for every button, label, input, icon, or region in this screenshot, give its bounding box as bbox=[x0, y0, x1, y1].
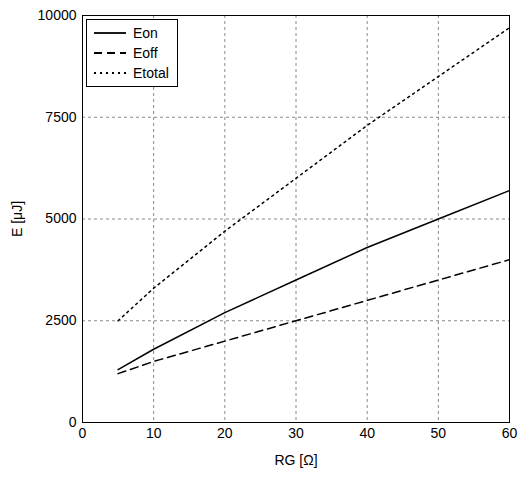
svg-text:40: 40 bbox=[359, 425, 375, 441]
svg-text:10: 10 bbox=[146, 425, 162, 441]
svg-text:0: 0 bbox=[79, 425, 87, 441]
svg-text:2500: 2500 bbox=[45, 312, 76, 328]
svg-text:10000: 10000 bbox=[38, 7, 77, 23]
svg-text:5000: 5000 bbox=[45, 210, 76, 226]
svg-text:60: 60 bbox=[502, 425, 518, 441]
svg-text:0: 0 bbox=[69, 414, 77, 430]
html-text:Etotal: Etotal bbox=[133, 65, 169, 81]
svg-text:RG [Ω]: RG [Ω] bbox=[274, 452, 317, 468]
svg-text:50: 50 bbox=[431, 425, 447, 441]
html-text:Eon: Eon bbox=[133, 25, 158, 41]
svg-text:E [μJ]: E [μJ] bbox=[9, 201, 25, 237]
svg-text:7500: 7500 bbox=[45, 109, 76, 125]
html-text:Eoff: Eoff bbox=[133, 45, 158, 61]
svg-text:30: 30 bbox=[288, 425, 304, 441]
svg-text:20: 20 bbox=[217, 425, 233, 441]
